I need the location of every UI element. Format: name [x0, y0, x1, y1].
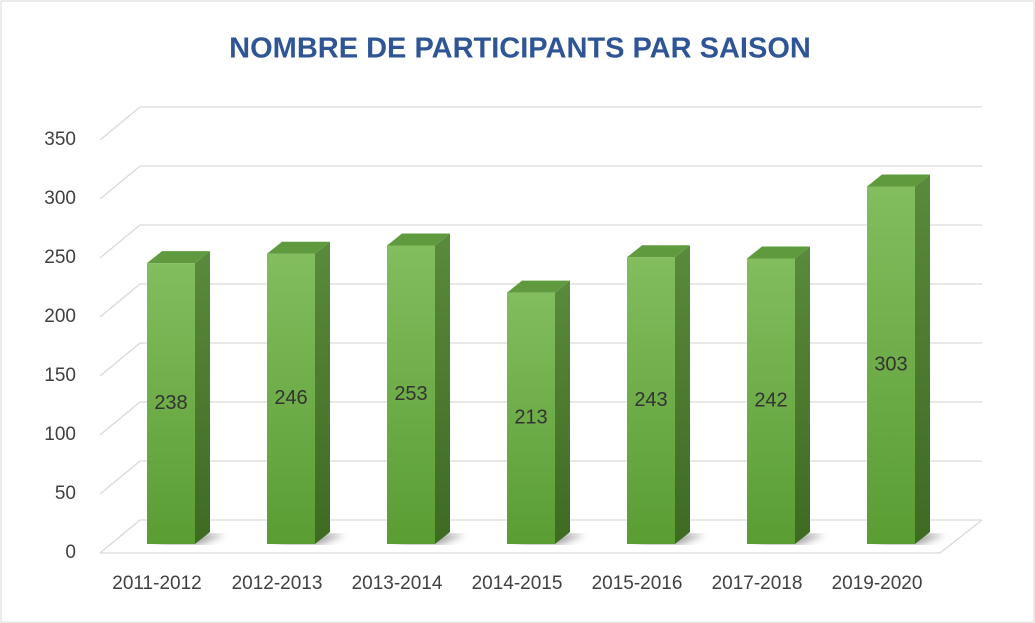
bar-side	[795, 246, 810, 544]
grid-line	[99, 283, 982, 318]
bar	[507, 292, 555, 544]
bar-top	[627, 245, 690, 258]
bar-side	[315, 241, 330, 544]
y-tick-label: 200	[44, 306, 76, 327]
data-label: 253	[394, 383, 427, 405]
bar-side	[435, 233, 450, 544]
data-label: 303	[874, 354, 907, 376]
floor-line	[939, 519, 983, 554]
grid-line	[99, 165, 982, 200]
y-tick-label: 250	[44, 247, 76, 268]
x-tick-label: 2015-2016	[592, 573, 683, 594]
bar	[147, 263, 195, 544]
data-label: 246	[274, 387, 307, 409]
bar-side	[915, 174, 930, 544]
bar-top	[147, 251, 210, 264]
data-label: 243	[634, 389, 667, 411]
data-label: 242	[754, 390, 787, 412]
x-tick-label: 2011-2012	[112, 573, 201, 594]
y-tick-label: 50	[55, 483, 76, 504]
grid-line	[99, 342, 982, 377]
data-label: 238	[154, 392, 187, 414]
bar	[627, 257, 675, 544]
x-tick-label: 2017-2018	[712, 573, 803, 594]
x-tick-label: 2013-2014	[352, 573, 443, 594]
data-label: 213	[514, 407, 547, 429]
bar	[267, 253, 315, 544]
x-tick-label: 2019-2020	[832, 573, 923, 594]
bar-top	[747, 246, 810, 259]
grid-line	[99, 519, 982, 554]
grid-line	[99, 460, 982, 495]
y-tick-label: 300	[44, 188, 76, 209]
x-tick-label: 2012-2013	[232, 573, 323, 594]
chart-title: NOMBRE DE PARTICIPANTS PAR SAISON	[229, 33, 811, 65]
bar-top	[507, 280, 570, 293]
grid-line	[99, 401, 982, 436]
y-tick-label: 100	[44, 424, 76, 445]
y-tick-label: 350	[44, 129, 76, 150]
bar-side	[675, 245, 690, 544]
bar-side	[195, 251, 210, 544]
y-tick-label: 150	[44, 365, 76, 386]
bar-top	[867, 174, 930, 187]
bar-side	[555, 280, 570, 544]
bar	[747, 258, 795, 544]
x-tick-label: 2014-2015	[472, 573, 563, 594]
grid-line	[99, 224, 982, 259]
bar-top	[387, 233, 450, 246]
bar	[387, 245, 435, 544]
bar	[867, 186, 915, 544]
grid-line	[99, 106, 982, 141]
bar-top	[267, 241, 330, 254]
y-tick-label: 0	[65, 542, 76, 563]
